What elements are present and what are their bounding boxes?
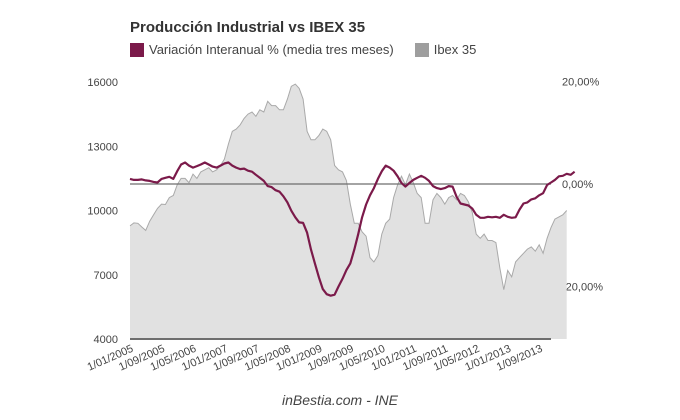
legend-item-ibex[interactable]: Ibex 35 [414,42,477,57]
right-tick-label: 20,00% [562,77,600,89]
chart-footer: inBestia.com - INE [282,392,398,408]
left-tick-label: 16000 [87,77,118,89]
legend-swatch-produccion [130,42,144,57]
legend-label-ibex: Ibex 35 [433,42,477,57]
left-tick-label: 13000 [87,141,118,153]
legend: Variación Interanual % (media tres meses… [130,42,497,57]
left-tick-label: 10000 [87,206,118,218]
legend-label-produccion: Variación Interanual % (media tres meses… [149,42,394,57]
right-tick-label: 0,00% [562,179,593,191]
legend-swatch-ibex [414,42,429,57]
ibex-line [129,83,568,290]
left-tick-label: 7000 [94,270,118,282]
left-tick-label: 4000 [94,334,118,346]
legend-item-produccion[interactable]: Variación Interanual % (media tres meses… [130,42,394,57]
chart-title: Producción Industrial vs IBEX 35 [130,19,366,36]
right-tick-label: -20,00% [562,282,603,294]
produccion-line [129,161,576,297]
ibex-area [130,84,567,339]
